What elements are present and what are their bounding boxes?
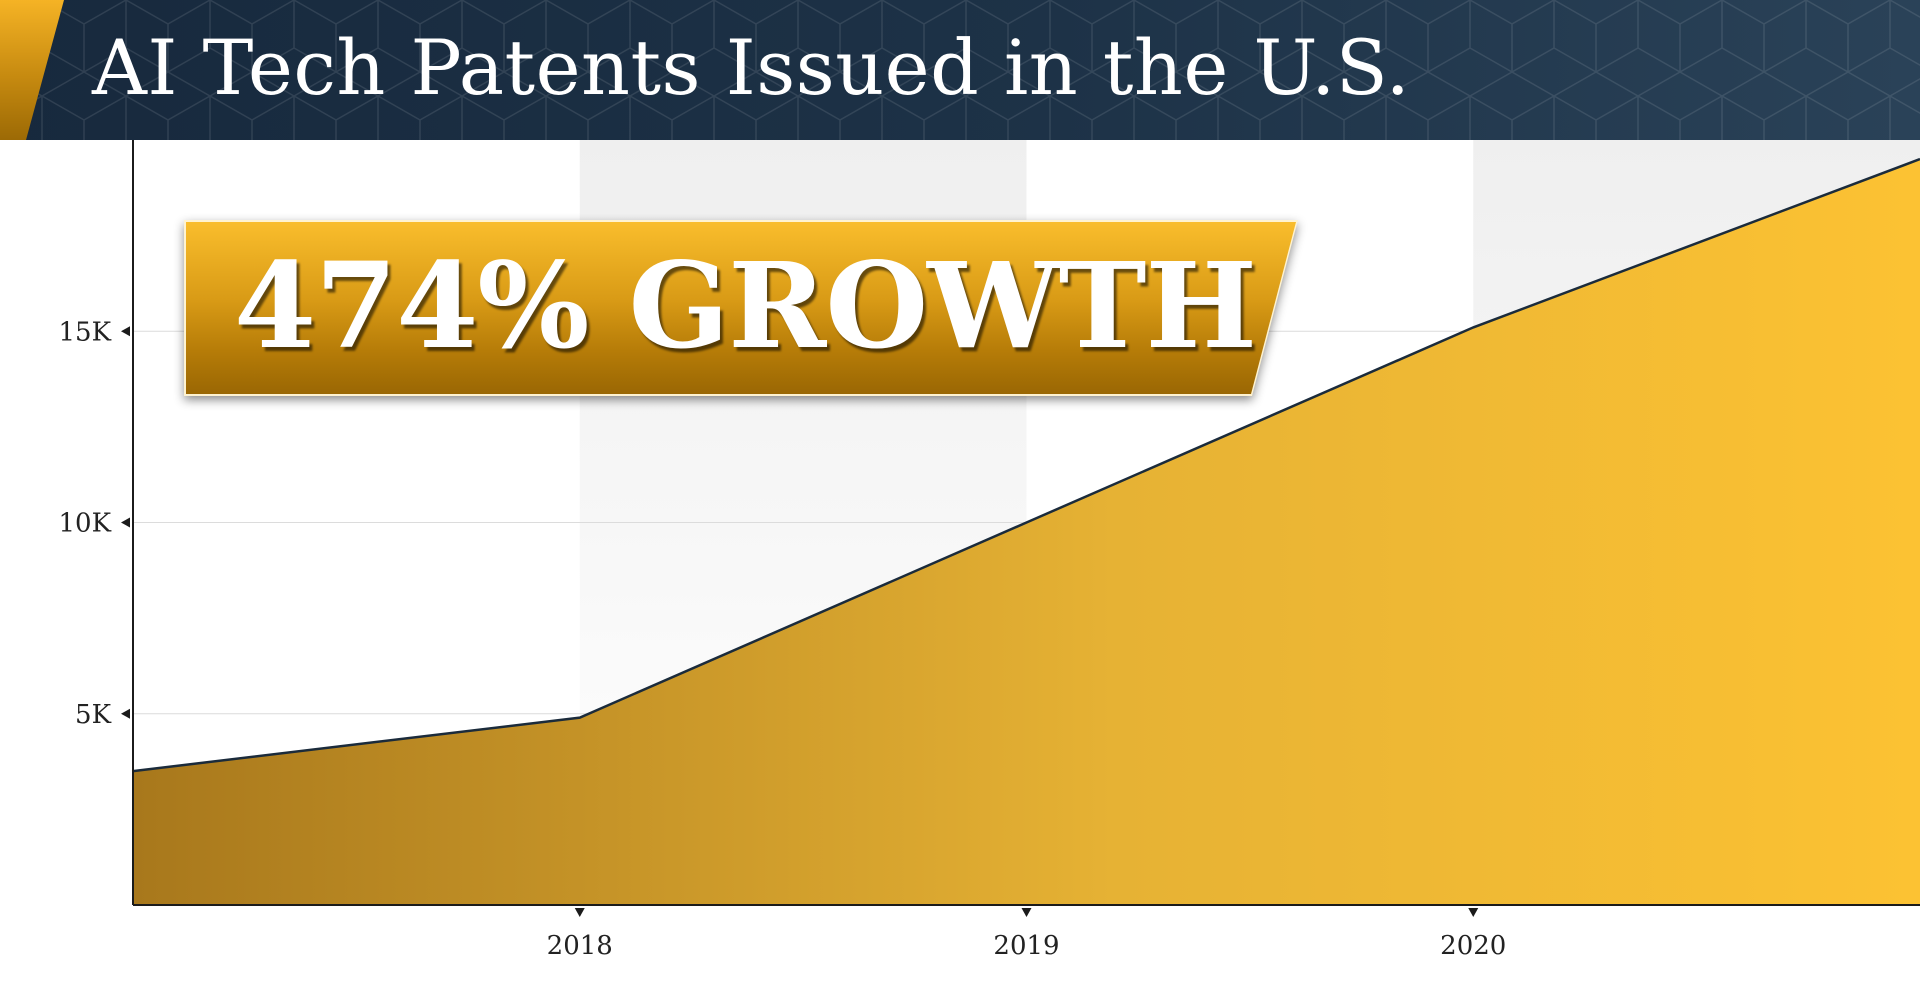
- chart-title: AI Tech Patents Issued in the U.S.: [92, 23, 1411, 112]
- y-tick-mark: [121, 517, 130, 528]
- y-tick-mark: [121, 326, 130, 337]
- y-tick-label: 15K: [58, 317, 111, 347]
- y-tick-mark: [121, 708, 130, 719]
- x-tick-mark: [1468, 908, 1479, 917]
- series-line: [132, 157, 1920, 773]
- header-bar: AI Tech Patents Issued in the U.S.: [0, 0, 1920, 140]
- banner-fill: [186, 222, 1296, 394]
- x-tick-label: 2020: [1440, 931, 1506, 961]
- x-tick-mark: [574, 908, 585, 917]
- x-tick-mark: [1021, 908, 1032, 917]
- banner-text: 474% GROWTH: [234, 236, 1257, 375]
- growth-banner: 474% GROWTH: [184, 220, 1298, 396]
- y-tick-label: 10K: [58, 509, 111, 539]
- hexagon-pattern: [0, 0, 1920, 140]
- x-tick-label: 2018: [547, 931, 613, 961]
- y-tick-label: 5K: [75, 700, 112, 730]
- x-tick-label: 2019: [993, 931, 1059, 961]
